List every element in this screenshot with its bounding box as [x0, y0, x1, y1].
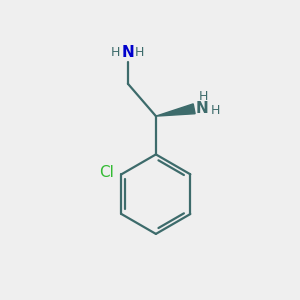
Text: N: N — [196, 101, 209, 116]
Text: H: H — [199, 90, 208, 103]
Polygon shape — [156, 104, 195, 116]
Text: H: H — [135, 46, 144, 59]
Text: N: N — [122, 45, 134, 60]
Text: H: H — [211, 104, 220, 117]
Text: H: H — [111, 46, 120, 59]
Text: Cl: Cl — [99, 165, 114, 180]
